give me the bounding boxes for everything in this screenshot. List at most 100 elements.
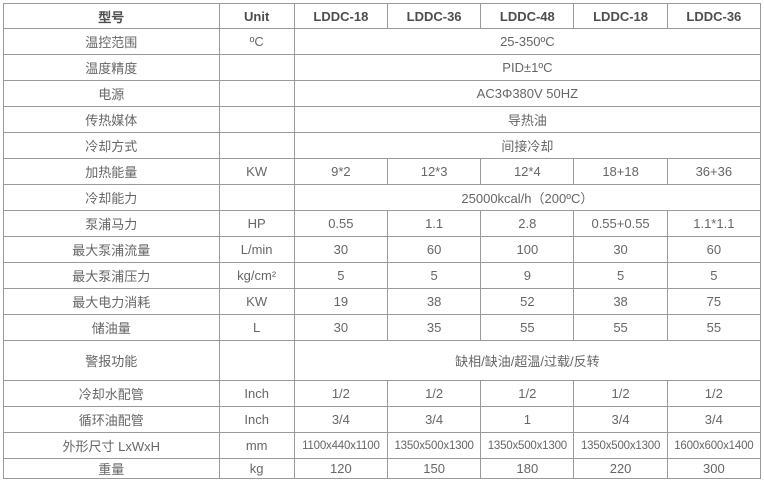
span-value-cell: 间接冷却 xyxy=(293,132,762,159)
value-cell: 12*3 xyxy=(386,158,482,185)
unit-cell xyxy=(218,54,295,81)
value-cell: 55 xyxy=(480,314,575,341)
header-model-4: LDDC-18 xyxy=(573,3,668,29)
table-row-cooling-capacity: 冷却能力 25000kcal/h（200ºC） xyxy=(3,184,762,211)
value-cell: 220 xyxy=(573,458,668,479)
table-row-weight: 重量 kg 120 150 180 220 300 xyxy=(3,458,762,479)
value-cell: 1/2 xyxy=(573,380,668,407)
row-label: 电源 xyxy=(3,80,220,107)
row-label: 循环油配管 xyxy=(3,406,220,433)
row-label: 冷却能力 xyxy=(3,184,220,211)
unit-cell: L xyxy=(218,314,295,341)
value-cell: 52 xyxy=(480,288,575,315)
value-cell: 18+18 xyxy=(573,158,668,185)
row-label: 冷却方式 xyxy=(3,132,220,159)
value-cell: 1/2 xyxy=(666,380,762,407)
value-cell: 1 xyxy=(480,406,575,433)
unit-cell xyxy=(218,106,295,133)
table-row-pump-power: 泵浦马力 HP 0.55 1.1 2.8 0.55+0.55 1.1*1.1 xyxy=(3,210,762,237)
value-cell: 36+36 xyxy=(666,158,762,185)
value-cell: 3/4 xyxy=(666,406,762,433)
value-cell: 38 xyxy=(573,288,668,315)
value-cell: 30 xyxy=(573,236,668,263)
span-value-cell: 25000kcal/h（200ºC） xyxy=(293,184,762,211)
table-row-cooling-water-piping: 冷却水配管 Inch 1/2 1/2 1/2 1/2 1/2 xyxy=(3,380,762,407)
value-cell: 9*2 xyxy=(293,158,388,185)
value-cell: 300 xyxy=(666,458,762,479)
unit-cell: KW xyxy=(218,158,295,185)
row-label: 储油量 xyxy=(3,314,220,341)
row-label: 温控范围 xyxy=(3,28,220,55)
value-cell: 55 xyxy=(666,314,762,341)
value-cell: 60 xyxy=(666,236,762,263)
row-label: 温度精度 xyxy=(3,54,220,81)
table-row-power-supply: 电源 AC3Φ380V 50HZ xyxy=(3,80,762,107)
value-cell: 1350x500x1300 xyxy=(573,432,668,459)
value-cell: 2.8 xyxy=(480,210,575,237)
span-value-cell: 25-350ºC xyxy=(293,28,762,55)
unit-cell: L/min xyxy=(218,236,295,263)
value-cell: 9 xyxy=(480,262,575,289)
unit-cell: ºC xyxy=(218,28,295,55)
unit-cell: kg/cm² xyxy=(218,262,295,289)
unit-cell xyxy=(218,80,295,107)
value-cell: 1100x440x1100 xyxy=(293,432,388,459)
unit-cell: mm xyxy=(218,432,295,459)
header-model-1: LDDC-18 xyxy=(293,3,388,29)
value-cell: 1/2 xyxy=(293,380,388,407)
header-model-3: LDDC-48 xyxy=(480,3,575,29)
table-row-temp-range: 温控范围 ºC 25-350ºC xyxy=(3,28,762,55)
span-value-cell: 导热油 xyxy=(293,106,762,133)
table-row-heating-capacity: 加热能量 KW 9*2 12*3 12*4 18+18 36+36 xyxy=(3,158,762,185)
value-cell: 100 xyxy=(480,236,575,263)
unit-cell: KW xyxy=(218,288,295,315)
value-cell: 55 xyxy=(573,314,668,341)
table-row-dimensions: 外形尺寸 LxWxH mm 1100x440x1100 1350x500x130… xyxy=(3,432,762,459)
table-row-heat-medium: 传热媒体 导热油 xyxy=(3,106,762,133)
value-cell: 5 xyxy=(386,262,482,289)
value-cell: 1/2 xyxy=(386,380,482,407)
spec-table: 型号 Unit LDDC-18 LDDC-36 LDDC-48 LDDC-18 … xyxy=(3,3,762,479)
value-cell: 60 xyxy=(386,236,482,263)
table-row-max-pump-flow: 最大泵浦流量 L/min 30 60 100 30 60 xyxy=(3,236,762,263)
unit-cell xyxy=(218,340,295,381)
value-cell: 75 xyxy=(666,288,762,315)
table-header-row: 型号 Unit LDDC-18 LDDC-36 LDDC-48 LDDC-18 … xyxy=(3,3,762,29)
row-label: 重量 xyxy=(3,458,220,479)
value-cell: 3/4 xyxy=(386,406,482,433)
span-value-cell: AC3Φ380V 50HZ xyxy=(293,80,762,107)
unit-cell: Inch xyxy=(218,380,295,407)
unit-cell xyxy=(218,132,295,159)
table-row-oil-storage: 储油量 L 30 35 55 55 55 xyxy=(3,314,762,341)
value-cell: 30 xyxy=(293,236,388,263)
value-cell: 120 xyxy=(293,458,388,479)
row-label: 传热媒体 xyxy=(3,106,220,133)
header-unit-label: Unit xyxy=(218,3,295,29)
value-cell: 1/2 xyxy=(480,380,575,407)
table-row-max-pump-pressure: 最大泵浦压力 kg/cm² 5 5 9 5 5 xyxy=(3,262,762,289)
value-cell: 35 xyxy=(386,314,482,341)
table-row-temp-accuracy: 温度精度 PID±1ºC xyxy=(3,54,762,81)
header-model-label: 型号 xyxy=(3,3,220,29)
value-cell: 0.55 xyxy=(293,210,388,237)
value-cell: 30 xyxy=(293,314,388,341)
row-label: 加热能量 xyxy=(3,158,220,185)
row-label: 最大泵浦流量 xyxy=(3,236,220,263)
value-cell: 180 xyxy=(480,458,575,479)
value-cell: 5 xyxy=(573,262,668,289)
row-label: 警报功能 xyxy=(3,340,220,381)
value-cell: 0.55+0.55 xyxy=(573,210,668,237)
value-cell: 1350x500x1300 xyxy=(480,432,575,459)
row-label: 最大泵浦压力 xyxy=(3,262,220,289)
row-label: 外形尺寸 LxWxH xyxy=(3,432,220,459)
value-cell: 1600x600x1400 xyxy=(666,432,762,459)
unit-cell: kg xyxy=(218,458,295,479)
value-cell: 1.1*1.1 xyxy=(666,210,762,237)
value-cell: 12*4 xyxy=(480,158,575,185)
table-row-max-power-consumption: 最大电力消耗 KW 19 38 52 38 75 xyxy=(3,288,762,315)
row-label: 泵浦马力 xyxy=(3,210,220,237)
value-cell: 19 xyxy=(293,288,388,315)
value-cell: 3/4 xyxy=(573,406,668,433)
table-row-alarm-functions: 警报功能 缺相/缺油/超温/过载/反转 xyxy=(3,340,762,381)
table-row-cooling-method: 冷却方式 间接冷却 xyxy=(3,132,762,159)
